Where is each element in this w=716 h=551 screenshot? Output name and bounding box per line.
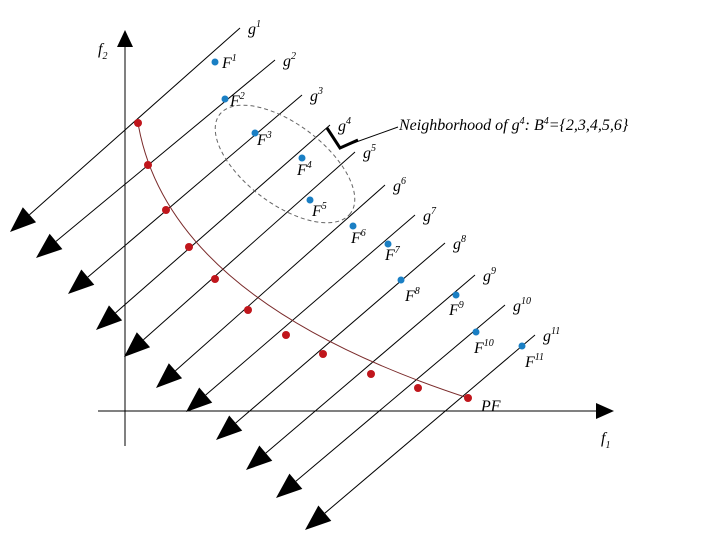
- weight-vector-line-10: [295, 304, 506, 482]
- weight-vector-arrowhead-3: [68, 269, 95, 294]
- solution-label-2: F2: [229, 91, 245, 110]
- weight-vector-arrowhead-10: [276, 473, 303, 498]
- weight-vector-line-8: [235, 242, 446, 424]
- solution-point-7: [384, 240, 392, 248]
- weight-vector-line-2: [55, 59, 276, 242]
- pareto-point-9: [367, 370, 375, 378]
- neighborhood-ellipse: [214, 104, 356, 224]
- weight-vector-label-7: g7: [423, 206, 437, 225]
- pareto-front-points: [134, 119, 472, 402]
- weight-vector-label-3: g3: [310, 86, 323, 105]
- pareto-point-1: [134, 119, 142, 127]
- pareto-front-label: PF: [480, 398, 501, 415]
- weight-vector-arrowhead-5: [124, 332, 151, 357]
- solution-label-10: F10: [473, 338, 494, 357]
- solution-point-4: [298, 154, 306, 162]
- pareto-point-2: [144, 161, 152, 169]
- pareto-front-curve: [137, 122, 469, 399]
- weight-vector-label-11: g11: [543, 326, 560, 345]
- solution-point-11: [518, 342, 526, 350]
- pareto-point-11: [464, 394, 472, 402]
- solution-point-6: [349, 222, 357, 230]
- annotation-pointer: [325, 127, 359, 150]
- solution-point-8: [397, 276, 405, 284]
- weight-vector-label-9: g9: [483, 266, 496, 285]
- weight-vector-line-4: [115, 124, 331, 314]
- weight-vector-arrowhead-6: [156, 363, 183, 388]
- annotation-leader-line: [344, 126, 399, 147]
- x-axis-arrowhead: [596, 403, 614, 419]
- solution-label-1: F1: [221, 53, 237, 72]
- weight-vector-label-1: g1: [248, 19, 261, 38]
- weight-vector-line-6: [175, 184, 386, 372]
- pareto-point-7: [282, 331, 290, 339]
- solution-point-5: [306, 196, 314, 204]
- solution-label-7: F7: [384, 245, 401, 264]
- weight-vector-label-6: g6: [393, 176, 406, 195]
- weight-vector-arrowhead-7: [186, 387, 213, 412]
- weight-vector-arrowhead-1: [10, 207, 37, 232]
- pareto-point-8: [319, 350, 327, 358]
- weight-vector-label-5: g5: [363, 143, 376, 162]
- pareto-point-4: [185, 243, 193, 251]
- weight-vector-arrowhead-2: [36, 233, 63, 258]
- weight-vector-line-11: [324, 334, 536, 514]
- weight-vector-line-5: [143, 151, 356, 341]
- weight-vector-arrowhead-4: [96, 305, 123, 330]
- pareto-point-6: [244, 306, 252, 314]
- weight-vector-label-2: g2: [283, 51, 296, 70]
- solution-label-11: F11: [524, 352, 544, 371]
- solution-label-9: F9: [448, 300, 464, 319]
- solution-point-10: [472, 328, 480, 336]
- neighborhood-annotation: Neighborhood of g4: B4={2,3,4,5,6}: [398, 116, 629, 134]
- weight-vector-label-10: g10: [513, 296, 531, 315]
- solution-point-3: [251, 129, 259, 137]
- pareto-point-3: [162, 206, 170, 214]
- weight-vector-line-7: [205, 214, 416, 396]
- solution-label-6: F6: [350, 228, 366, 247]
- solution-point-9: [452, 291, 460, 299]
- solution-point-2: [221, 95, 229, 103]
- weight-vector-arrowhead-8: [216, 415, 243, 440]
- solution-point-1: [211, 58, 219, 66]
- weight-vector-label-8: g8: [453, 234, 466, 253]
- weight-vector-lines: g1 g2 g3 g4 g5 g6 g7 g8 g9 g10 g11: [10, 19, 560, 530]
- pareto-point-10: [414, 384, 422, 392]
- weight-vector-arrowhead-9: [246, 445, 273, 470]
- y-axis-label: f2: [98, 41, 107, 62]
- solution-label-5: F5: [311, 201, 327, 220]
- solution-label-3: F3: [256, 130, 272, 149]
- weight-vector-label-4: g4: [338, 116, 351, 135]
- weight-vector-line-9: [265, 274, 476, 454]
- x-axis-label: f1: [601, 430, 610, 451]
- solution-label-4: F4: [296, 160, 312, 179]
- solution-points: F1 F2 F3 F4 F5 F6 F7 F8 F9 F10 F11: [211, 53, 544, 371]
- solution-label-8: F8: [404, 286, 420, 305]
- weight-vector-line-3: [87, 94, 303, 278]
- pareto-point-5: [211, 275, 219, 283]
- weight-vector-arrowhead-11: [305, 505, 332, 530]
- y-axis-arrowhead: [117, 30, 133, 47]
